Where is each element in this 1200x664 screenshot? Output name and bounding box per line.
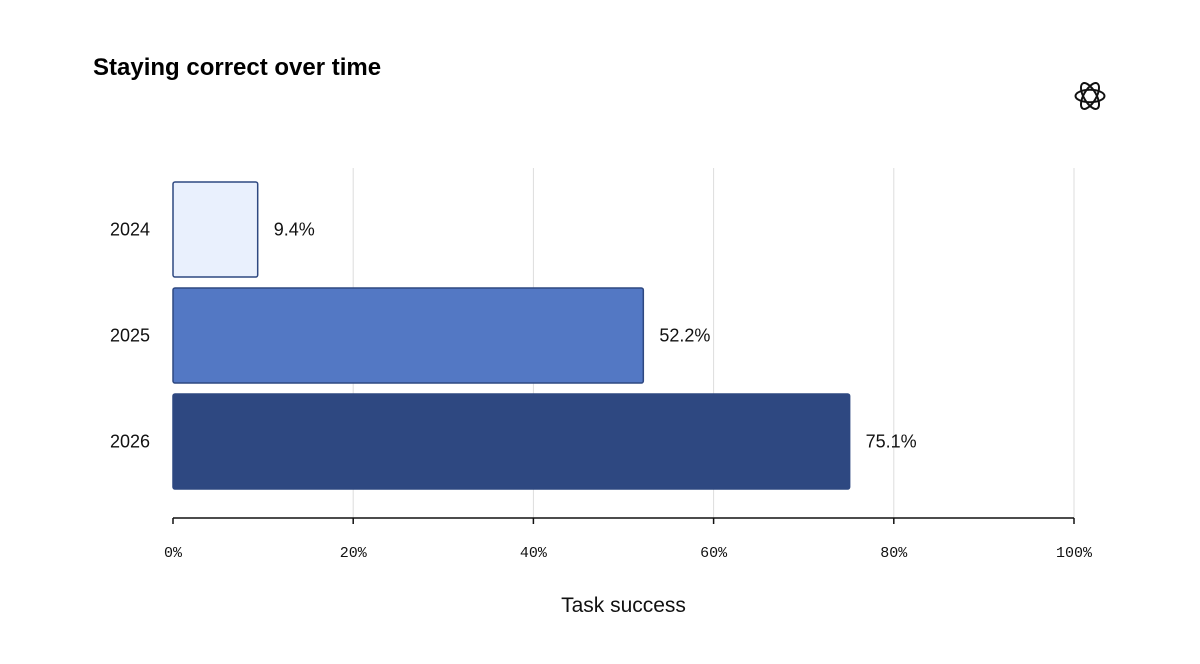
x-tick-label: 60% (700, 545, 728, 562)
openai-logo-icon (1074, 82, 1106, 110)
x-tick-label: 40% (520, 545, 548, 562)
x-tick-label: 20% (340, 545, 368, 562)
x-tick-label: 0% (164, 545, 183, 562)
data-label: 52.2% (659, 326, 710, 346)
x-tick-label: 100% (1056, 545, 1093, 562)
bars (172, 181, 851, 490)
x-axis: 0% 20% 40% 60% 80% 100% Task success (164, 517, 1093, 617)
category-label: 2026 (110, 432, 150, 452)
data-label: 75.1% (866, 432, 917, 452)
data-label: 9.4% (274, 220, 315, 240)
chart-title: Staying correct over time (93, 54, 382, 81)
category-label: 2025 (110, 326, 150, 346)
x-axis-title: Task success (561, 594, 686, 617)
x-tick-label: 80% (880, 545, 908, 562)
labels: 2024 9.4% 2025 52.2% 2026 75.1% (110, 220, 917, 452)
bar-2025 (172, 287, 645, 384)
category-label: 2024 (110, 220, 150, 240)
bar-2026 (172, 393, 851, 490)
bar-2024 (172, 181, 259, 278)
